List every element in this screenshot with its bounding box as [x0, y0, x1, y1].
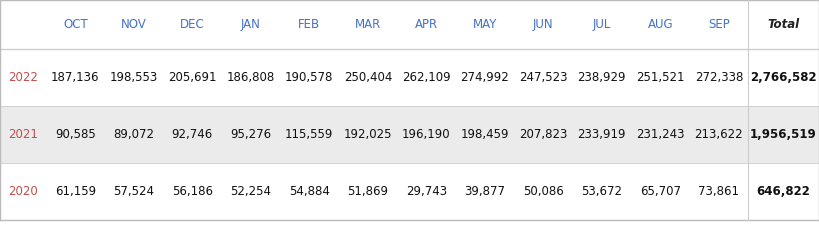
Text: 238,929: 238,929 [577, 71, 626, 84]
Text: DEC: DEC [180, 18, 205, 31]
Text: 198,459: 198,459 [460, 128, 509, 141]
Text: 207,823: 207,823 [519, 128, 568, 141]
Text: 190,578: 190,578 [285, 71, 333, 84]
Text: 29,743: 29,743 [405, 185, 447, 198]
Text: 57,524: 57,524 [113, 185, 154, 198]
Text: 262,109: 262,109 [402, 71, 450, 84]
Bar [0, 0, 819, 49]
Text: 2,766,582: 2,766,582 [750, 71, 817, 84]
Text: 61,159: 61,159 [55, 185, 96, 198]
Text: 205,691: 205,691 [168, 71, 216, 84]
Text: 65,707: 65,707 [640, 185, 681, 198]
Text: FEB: FEB [298, 18, 320, 31]
Text: 213,622: 213,622 [695, 128, 743, 141]
Text: 198,553: 198,553 [110, 71, 158, 84]
Text: 39,877: 39,877 [464, 185, 505, 198]
Text: JAN: JAN [241, 18, 260, 31]
Text: 250,404: 250,404 [344, 71, 392, 84]
Text: 56,186: 56,186 [172, 185, 213, 198]
Text: NOV: NOV [121, 18, 147, 31]
Text: 646,822: 646,822 [757, 185, 811, 198]
Bar [0, 106, 819, 163]
Text: 233,919: 233,919 [577, 128, 626, 141]
Text: 2020: 2020 [8, 185, 38, 198]
Text: 51,869: 51,869 [347, 185, 388, 198]
Text: 90,585: 90,585 [55, 128, 96, 141]
Text: 192,025: 192,025 [344, 128, 392, 141]
Text: SEP: SEP [708, 18, 730, 31]
Text: JUN: JUN [533, 18, 554, 31]
Text: 53,672: 53,672 [581, 185, 622, 198]
Text: 231,243: 231,243 [636, 128, 685, 141]
Text: 187,136: 187,136 [51, 71, 100, 84]
Text: 251,521: 251,521 [636, 71, 685, 84]
Text: OCT: OCT [63, 18, 88, 31]
Text: 89,072: 89,072 [113, 128, 154, 141]
Text: 186,808: 186,808 [227, 71, 275, 84]
Text: 2021: 2021 [8, 128, 38, 141]
Text: AUG: AUG [648, 18, 673, 31]
Text: 115,559: 115,559 [285, 128, 333, 141]
Text: APR: APR [414, 18, 438, 31]
Bar [0, 163, 819, 220]
Text: MAR: MAR [355, 18, 381, 31]
Text: 1,956,519: 1,956,519 [750, 128, 817, 141]
Text: 274,992: 274,992 [460, 71, 509, 84]
Text: 92,746: 92,746 [172, 128, 213, 141]
Text: 54,884: 54,884 [289, 185, 330, 198]
Text: 73,861: 73,861 [699, 185, 740, 198]
Text: 95,276: 95,276 [230, 128, 271, 141]
Text: Total: Total [767, 18, 799, 31]
Text: JUL: JUL [593, 18, 611, 31]
Bar [0, 49, 819, 106]
Text: MAY: MAY [473, 18, 497, 31]
Text: 247,523: 247,523 [519, 71, 568, 84]
Text: 52,254: 52,254 [230, 185, 271, 198]
Text: 2022: 2022 [8, 71, 38, 84]
Text: 196,190: 196,190 [402, 128, 450, 141]
Text: 272,338: 272,338 [695, 71, 743, 84]
Text: 50,086: 50,086 [523, 185, 563, 198]
